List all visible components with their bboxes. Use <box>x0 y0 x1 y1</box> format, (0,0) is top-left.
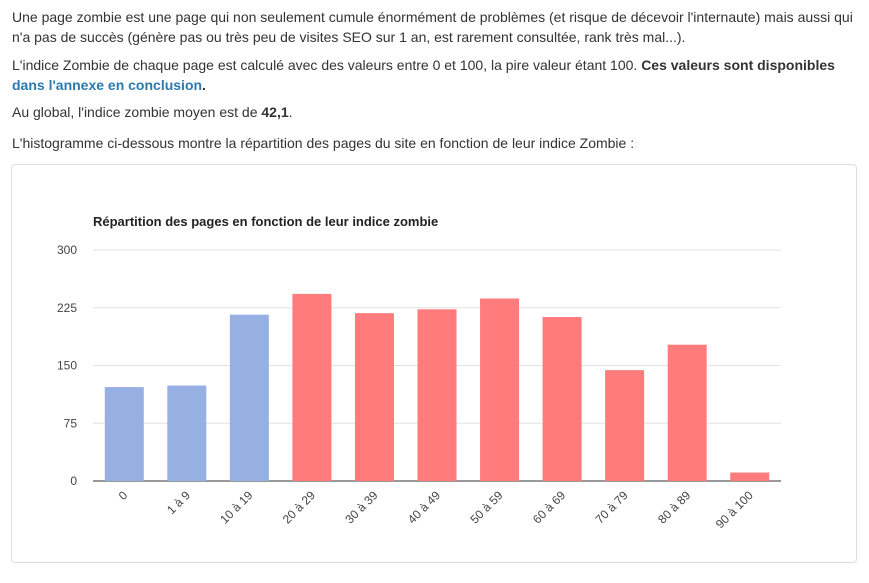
bar <box>229 314 269 481</box>
chart-title: Répartition des pages en fonction de leu… <box>93 214 438 229</box>
histogram-chart: Répartition des pages en fonction de leu… <box>57 214 781 531</box>
bar <box>730 472 770 481</box>
x-tick-label: 50 à 59 <box>467 488 505 526</box>
x-tick-label: 60 à 69 <box>530 488 568 526</box>
y-tick-label: 0 <box>70 474 77 488</box>
annex-link[interactable]: dans l'annexe en conclusion <box>12 77 203 93</box>
index-bold-text: Ces valeurs sont disponibles <box>641 57 835 73</box>
y-tick-label: 150 <box>57 359 77 373</box>
x-tick-label: 30 à 39 <box>342 488 380 526</box>
x-tick-label: 10 à 19 <box>217 488 255 526</box>
x-tick-label: 80 à 89 <box>655 488 693 526</box>
index-end: . <box>202 77 206 93</box>
intro-paragraph: Une page zombie est une page qui non seu… <box>12 7 862 47</box>
chart-x-axis: 0 1 à 9 10 à 19 20 à 29 30 à 39 40 à 49 50 à 5… <box>116 488 756 531</box>
bar <box>667 344 707 481</box>
chart-container: Répartition des pages en fonction de leu… <box>11 164 857 563</box>
average-end: . <box>288 104 293 120</box>
bar <box>167 385 207 481</box>
bar <box>354 313 394 481</box>
x-tick-label: 40 à 49 <box>405 488 443 526</box>
index-paragraph: L'indice Zombie de chaque page est calcu… <box>12 55 862 95</box>
average-value: 42,1 <box>261 104 289 120</box>
y-tick-label: 300 <box>57 243 77 257</box>
bar <box>480 298 520 481</box>
histogram-intro: L'histogramme ci-dessous montre la répar… <box>12 133 634 153</box>
chart-y-axis: 0 75 150 225 300 <box>57 243 77 488</box>
x-tick-label: 90 à 100 <box>713 488 756 531</box>
bar <box>417 309 457 481</box>
histogram-intro-text: L'histogramme ci-dessous montre la répar… <box>12 135 635 151</box>
index-text: L'indice Zombie de chaque page est calcu… <box>12 57 642 73</box>
chart-bars <box>104 293 770 481</box>
bar <box>104 387 144 481</box>
x-tick-label: 20 à 29 <box>280 488 318 526</box>
x-tick-label: 70 à 79 <box>593 488 631 526</box>
x-tick-label: 1 à 9 <box>164 488 193 517</box>
average-paragraph: Au global, l'indice zombie moyen est de … <box>12 102 293 122</box>
y-tick-label: 225 <box>57 301 77 315</box>
x-tick-label: 0 <box>116 488 131 503</box>
bar <box>542 316 582 481</box>
average-text: Au global, l'indice zombie moyen est de <box>12 104 262 120</box>
bar <box>292 293 332 481</box>
bar <box>605 370 645 481</box>
intro-text: Une page zombie est une page qui non seu… <box>12 9 853 45</box>
y-tick-label: 75 <box>64 416 78 430</box>
